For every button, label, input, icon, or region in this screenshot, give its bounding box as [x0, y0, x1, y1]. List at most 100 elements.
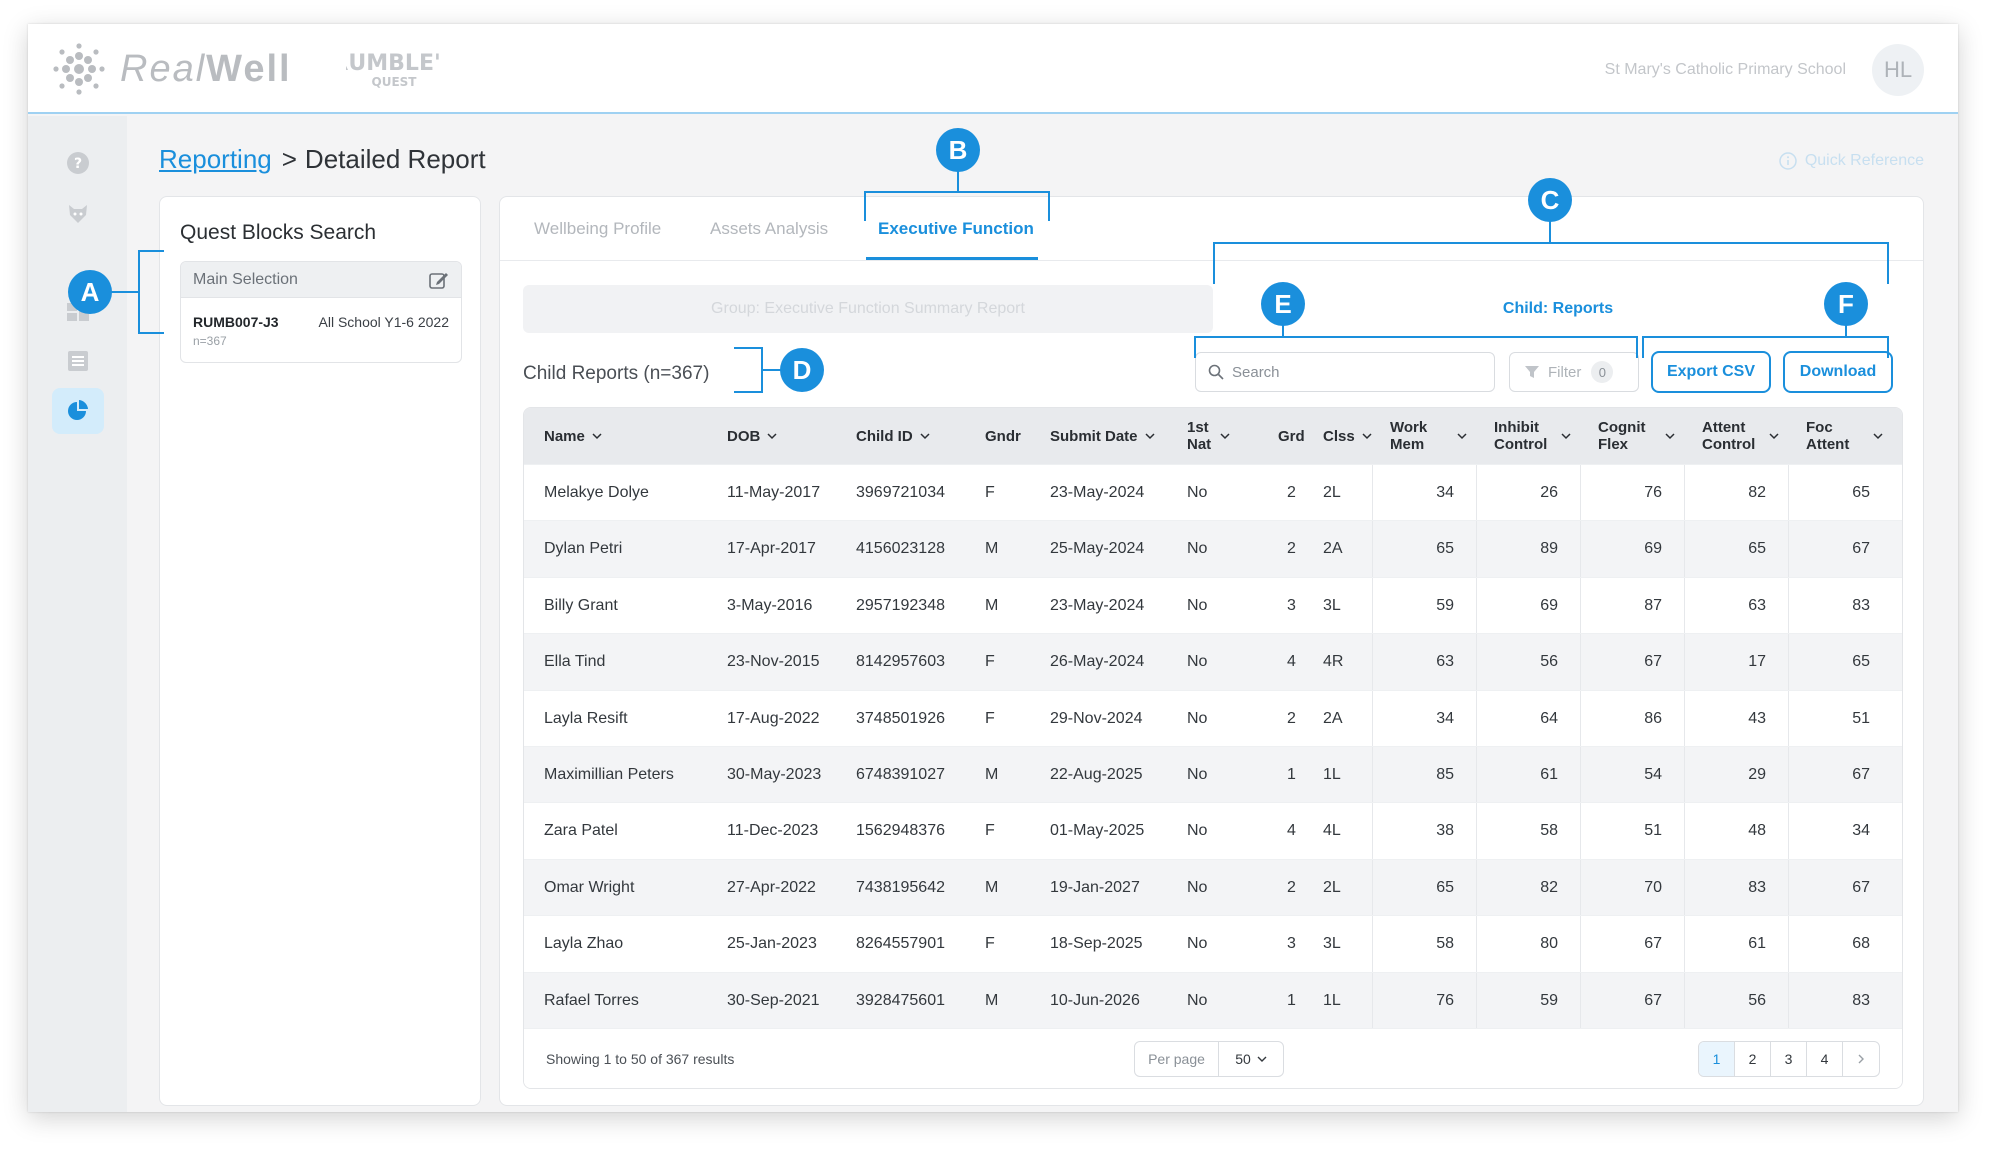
column-header-child-id[interactable]: Child ID: [856, 408, 931, 464]
cell-name[interactable]: Zara Patel: [544, 822, 618, 840]
cell-submit-date: 29-Nov-2024: [1050, 709, 1143, 727]
cell-attent-control: 82: [1748, 484, 1766, 501]
cell-child-id: 3928475601: [856, 991, 945, 1009]
column-header-attent-control[interactable]: Attent Control: [1702, 408, 1780, 464]
cell-clss: 2A: [1323, 709, 1343, 727]
download-button[interactable]: Download: [1783, 351, 1893, 393]
filter-button[interactable]: Filter 0: [1509, 352, 1639, 392]
cell-child-id: 8264557901: [856, 935, 945, 953]
cell-grd: 4: [1287, 822, 1296, 840]
realwell-logo[interactable]: RealWell: [52, 42, 292, 96]
cell-name[interactable]: Maximillian Peters: [544, 765, 674, 783]
cell-inhibit-control: 56: [1540, 653, 1558, 671]
school-name: St Mary's Catholic Primary School: [1604, 61, 1846, 78]
cell-1st-nat: No: [1187, 765, 1208, 783]
tab-executive-function[interactable]: Executive Function: [878, 219, 1034, 238]
column-divider: [1476, 465, 1477, 521]
callout-d: D: [780, 348, 824, 392]
page-2-button[interactable]: 2: [1735, 1041, 1771, 1076]
search-field[interactable]: [1195, 352, 1495, 392]
column-header-cognit-flex[interactable]: Cognit Flex: [1598, 408, 1676, 464]
help-nav-item[interactable]: ?: [52, 140, 104, 186]
list-nav-item[interactable]: [52, 338, 104, 384]
cell-work-mem: 58: [1436, 935, 1454, 953]
table-row[interactable]: Layla Resift 17-Aug-2022 3748501926 F 29-Nov…: [524, 689, 1902, 747]
user-avatar[interactable]: HL: [1872, 44, 1924, 96]
tab-assets-analysis[interactable]: Assets Analysis: [710, 219, 829, 238]
cell-inhibit-control: 61: [1540, 765, 1558, 783]
cell-name[interactable]: Ella Tind: [544, 653, 606, 671]
cell-child-id: 1562948376: [856, 822, 945, 840]
cell-name[interactable]: Omar Wright: [544, 878, 635, 896]
column-header-label: Gndr: [985, 427, 1021, 445]
column-header-dob[interactable]: DOB: [727, 408, 778, 464]
column-header-work-mem[interactable]: Work Mem: [1390, 408, 1468, 464]
table-row[interactable]: Dylan Petri 17-Apr-2017 4156023128 M 25-May-…: [524, 520, 1902, 578]
main-selection-card[interactable]: Main Selection RUMB007-J3 All School Y1-…: [180, 261, 462, 363]
chevron-down-icon: [592, 433, 602, 440]
cell-name[interactable]: Melakye Dolye: [544, 484, 649, 501]
cell-dob: 17-Aug-2022: [727, 709, 820, 727]
column-divider: [1476, 746, 1477, 803]
search-input[interactable]: [1232, 363, 1472, 381]
column-divider: [1476, 916, 1477, 973]
cell-child-id: 6748391027: [856, 765, 945, 783]
column-header-name[interactable]: Name: [544, 408, 603, 464]
cell-attent-control: 56: [1748, 991, 1766, 1009]
cell-1st-nat: No: [1187, 540, 1208, 558]
cell-name[interactable]: Layla Zhao: [544, 935, 624, 953]
active-tab-indicator: [866, 257, 1038, 260]
table-row[interactable]: Ella Tind 23-Nov-2015 8142957603 F 26-May-20…: [524, 633, 1902, 691]
table-row[interactable]: Rafael Torres 30-Sep-2021 3928475601 M 10-Ju…: [524, 971, 1902, 1029]
table-row[interactable]: Layla Zhao 25-Jan-2023 8264557901 F 18-Sep-2…: [524, 915, 1902, 973]
column-divider: [1580, 521, 1581, 578]
cell-work-mem: 38: [1436, 822, 1454, 840]
page-4-button[interactable]: 4: [1807, 1041, 1843, 1076]
tab-wellbeing-profile[interactable]: Wellbeing Profile: [534, 219, 662, 238]
quest-scope: All School Y1-6 2022: [318, 314, 450, 330]
callout-a-line: [110, 291, 140, 293]
column-divider: [1684, 746, 1685, 803]
cell-foc-attent: 34: [1852, 822, 1870, 840]
per-page-select[interactable]: Per page 50: [1134, 1040, 1284, 1077]
next-page-button[interactable]: [1843, 1042, 1879, 1076]
chevron-down-icon: [1561, 433, 1571, 440]
callout-b-line: [957, 171, 959, 193]
quick-reference-link[interactable]: Quick Reference: [1779, 152, 1924, 170]
cell-submit-date: 10-Jun-2026: [1050, 991, 1140, 1009]
table-row[interactable]: Melakye Dolye 11-May-2017 3969721034 F 23-Ma…: [524, 464, 1902, 521]
table-row[interactable]: Maximillian Peters 30-May-2023 6748391027 M…: [524, 745, 1902, 803]
export-csv-button[interactable]: Export CSV: [1651, 351, 1771, 393]
column-header-1st-nat[interactable]: 1st Nat: [1187, 408, 1231, 464]
table-row[interactable]: Zara Patel 11-Dec-2023 1562948376 F 01-May-2…: [524, 802, 1902, 860]
column-header-label: 1st Nat: [1187, 419, 1212, 453]
cell-name[interactable]: Rafael Torres: [544, 991, 639, 1009]
column-header-label: Cognit Flex: [1598, 419, 1646, 453]
cell-work-mem: 65: [1436, 540, 1454, 558]
column-header-submit-date[interactable]: Submit Date: [1050, 408, 1156, 464]
table-body: Melakye Dolye 11-May-2017 3969721034 F 23-Ma…: [524, 464, 1902, 1029]
page-1-button[interactable]: 1: [1699, 1041, 1735, 1076]
cell-name[interactable]: Dylan Petri: [544, 540, 623, 558]
table-row[interactable]: Omar Wright 27-Apr-2022 7438195642 M 19-Jan-…: [524, 858, 1902, 916]
breadcrumb-reporting-link[interactable]: Reporting: [159, 144, 272, 174]
page-3-button[interactable]: 3: [1771, 1041, 1807, 1076]
cell-name[interactable]: Layla Resift: [544, 709, 628, 727]
column-header-clss[interactable]: Clss: [1323, 408, 1373, 464]
column-header-label: Clss: [1323, 427, 1355, 445]
group-summary-toggle[interactable]: Group: Executive Function Summary Report: [523, 285, 1213, 333]
edit-icon[interactable]: [429, 270, 449, 290]
cell-cognit-flex: 87: [1644, 596, 1662, 614]
cell-name[interactable]: Billy Grant: [544, 596, 618, 614]
mascot-nav-item[interactable]: [52, 190, 104, 236]
column-header-foc-attent[interactable]: Foc Attent: [1806, 408, 1884, 464]
reports-nav-item[interactable]: [52, 388, 104, 434]
column-divider: [1788, 634, 1789, 691]
column-header-inhibit-control[interactable]: Inhibit Control: [1494, 408, 1572, 464]
child-reports-toggle[interactable]: Child: Reports: [1213, 285, 1903, 333]
cell-attent-control: 83: [1748, 878, 1766, 896]
table-row[interactable]: Billy Grant 3-May-2016 2957192348 M 23-May-2…: [524, 576, 1902, 634]
svg-text:QUEST: QUEST: [372, 75, 418, 89]
per-page-value[interactable]: 50: [1219, 1051, 1283, 1067]
cell-gndr: M: [985, 596, 999, 614]
